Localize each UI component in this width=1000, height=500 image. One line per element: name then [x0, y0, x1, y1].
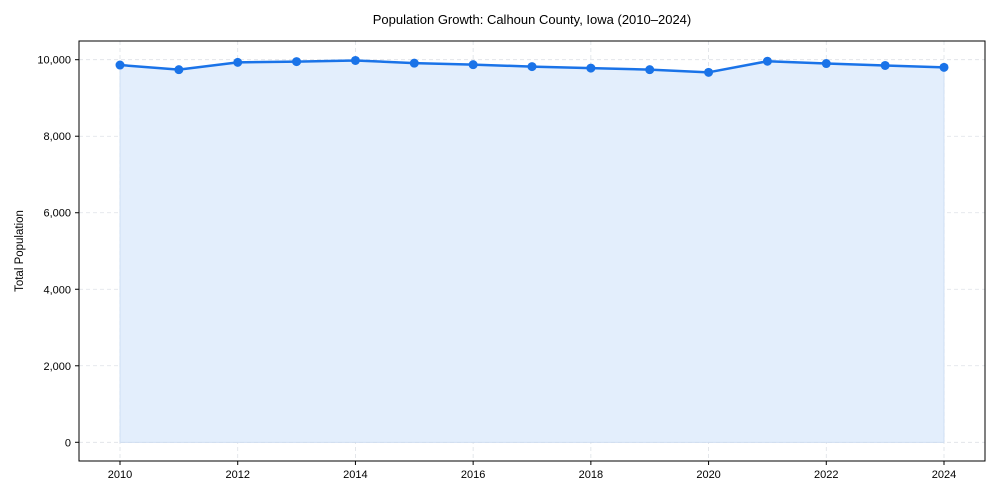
data-point — [821, 59, 831, 69]
data-point — [527, 62, 537, 72]
x-tick-label: 2014 — [343, 469, 367, 481]
x-tick-label: 2010 — [108, 469, 132, 481]
data-point — [350, 55, 360, 65]
data-point — [704, 67, 714, 77]
chart-title: Population Growth: Calhoun County, Iowa … — [372, 12, 692, 27]
data-point — [762, 56, 772, 66]
data-point — [880, 60, 890, 70]
x-tick-label: 2024 — [932, 469, 956, 481]
data-point — [233, 57, 243, 67]
x-tick-label: 2018 — [579, 469, 603, 481]
x-tick-label: 2012 — [225, 469, 249, 481]
area-fill — [119, 60, 945, 443]
data-point — [586, 63, 596, 73]
data-point — [174, 65, 184, 75]
y-tick-label: 0 — [65, 437, 71, 449]
y-tick-label: 2,000 — [43, 361, 71, 373]
data-point — [645, 65, 655, 75]
data-point — [939, 62, 949, 72]
y-tick-label: 6,000 — [43, 208, 71, 220]
data-point — [115, 60, 125, 70]
x-axis: 2010 2012 2014 2016 2018 2020 2022 2024 — [108, 461, 956, 481]
y-tick-label: 4,000 — [43, 284, 71, 296]
x-tick-label: 2016 — [461, 469, 485, 481]
plot-frame — [78, 40, 986, 462]
data-points — [115, 55, 949, 77]
x-tick-label: 2020 — [696, 469, 720, 481]
x-tick-label: 2022 — [814, 469, 838, 481]
y-tick-label: 10,000 — [37, 55, 71, 67]
y-tick-label: 8,000 — [43, 131, 71, 143]
data-point — [468, 60, 478, 70]
data-point — [292, 57, 302, 67]
data-point — [409, 58, 419, 68]
y-axis: 0 2,000 4,000 6,000 8,000 10,000 — [37, 55, 79, 449]
